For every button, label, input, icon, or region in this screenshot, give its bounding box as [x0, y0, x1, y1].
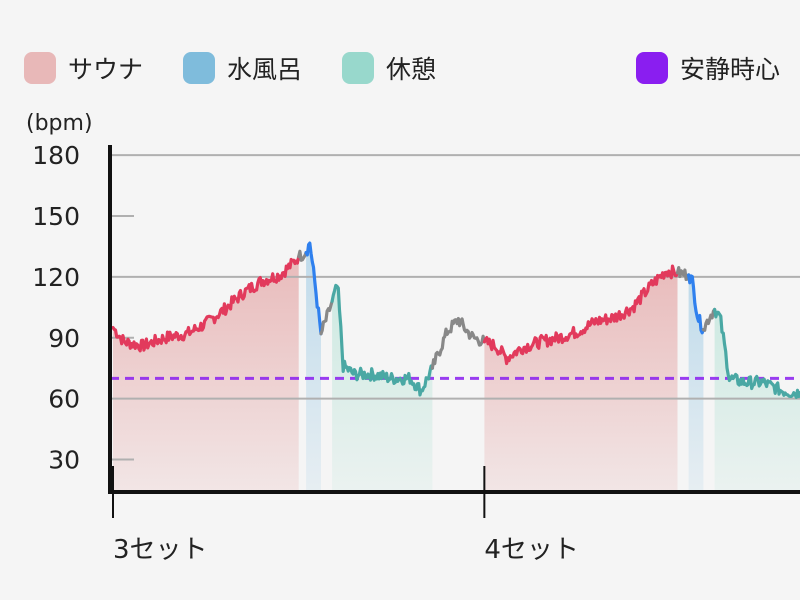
rest-line-4: [330, 283, 434, 397]
phase-fill-areas: [113, 243, 800, 492]
transition-line-9: [701, 307, 717, 332]
x-tick-label-0: 3セット: [113, 535, 208, 565]
heart-rate-lines: [111, 241, 800, 399]
legend-item-resting-hr[interactable]: 安静時心: [636, 50, 780, 86]
bath-line-8: [687, 273, 705, 335]
y-axis-unit-label: (bpm): [26, 111, 93, 136]
legend-label-cold-bath: 水風呂: [227, 55, 303, 84]
y-tick-label-90: 90: [48, 324, 80, 353]
transition-line-1: [297, 249, 308, 262]
rest-area-10: [714, 309, 800, 492]
legend-item-cold-bath[interactable]: 水風呂: [183, 50, 302, 86]
axes: [108, 145, 800, 518]
y-tick-label-150: 150: [32, 202, 80, 231]
sauna-line-0: [111, 255, 301, 353]
bath-area-2: [306, 243, 321, 492]
y-tick-labels: 30 60 90 120 150 180: [32, 141, 80, 474]
transition-line-5: [430, 316, 486, 370]
y-tick-label-60: 60: [48, 385, 80, 414]
sauna-line-6: [482, 264, 680, 366]
y-tick-label-180: 180: [32, 141, 80, 170]
legend-swatch-resting-hr: [636, 52, 669, 84]
x-tick-label-1: 4セット: [484, 535, 579, 565]
legend-item-rest[interactable]: 休憩: [342, 50, 436, 86]
bath-line-2: [304, 241, 323, 336]
legend-swatch-sauna: [24, 52, 56, 84]
legend: サウナ 水風呂 休憩 安静時心: [24, 50, 800, 86]
legend-label-rest: 休憩: [386, 55, 437, 84]
legend-item-sauna[interactable]: サウナ: [24, 50, 143, 86]
legend-swatch-rest: [342, 52, 375, 84]
x-tick-labels: 3セット 4セット: [113, 535, 579, 565]
sauna-area-0: [113, 256, 299, 492]
y-tick-label-120: 120: [32, 263, 80, 292]
transition-line-7: [675, 266, 691, 281]
legend-label-resting-hr: 安静時心: [680, 55, 781, 84]
legend-swatch-cold-bath: [183, 52, 216, 84]
legend-label-sauna: サウナ: [68, 55, 144, 84]
rest-line-10: [713, 307, 800, 399]
y-tick-label-30: 30: [48, 446, 80, 475]
rest-area-4: [332, 285, 433, 492]
transition-line-3: [319, 299, 334, 336]
